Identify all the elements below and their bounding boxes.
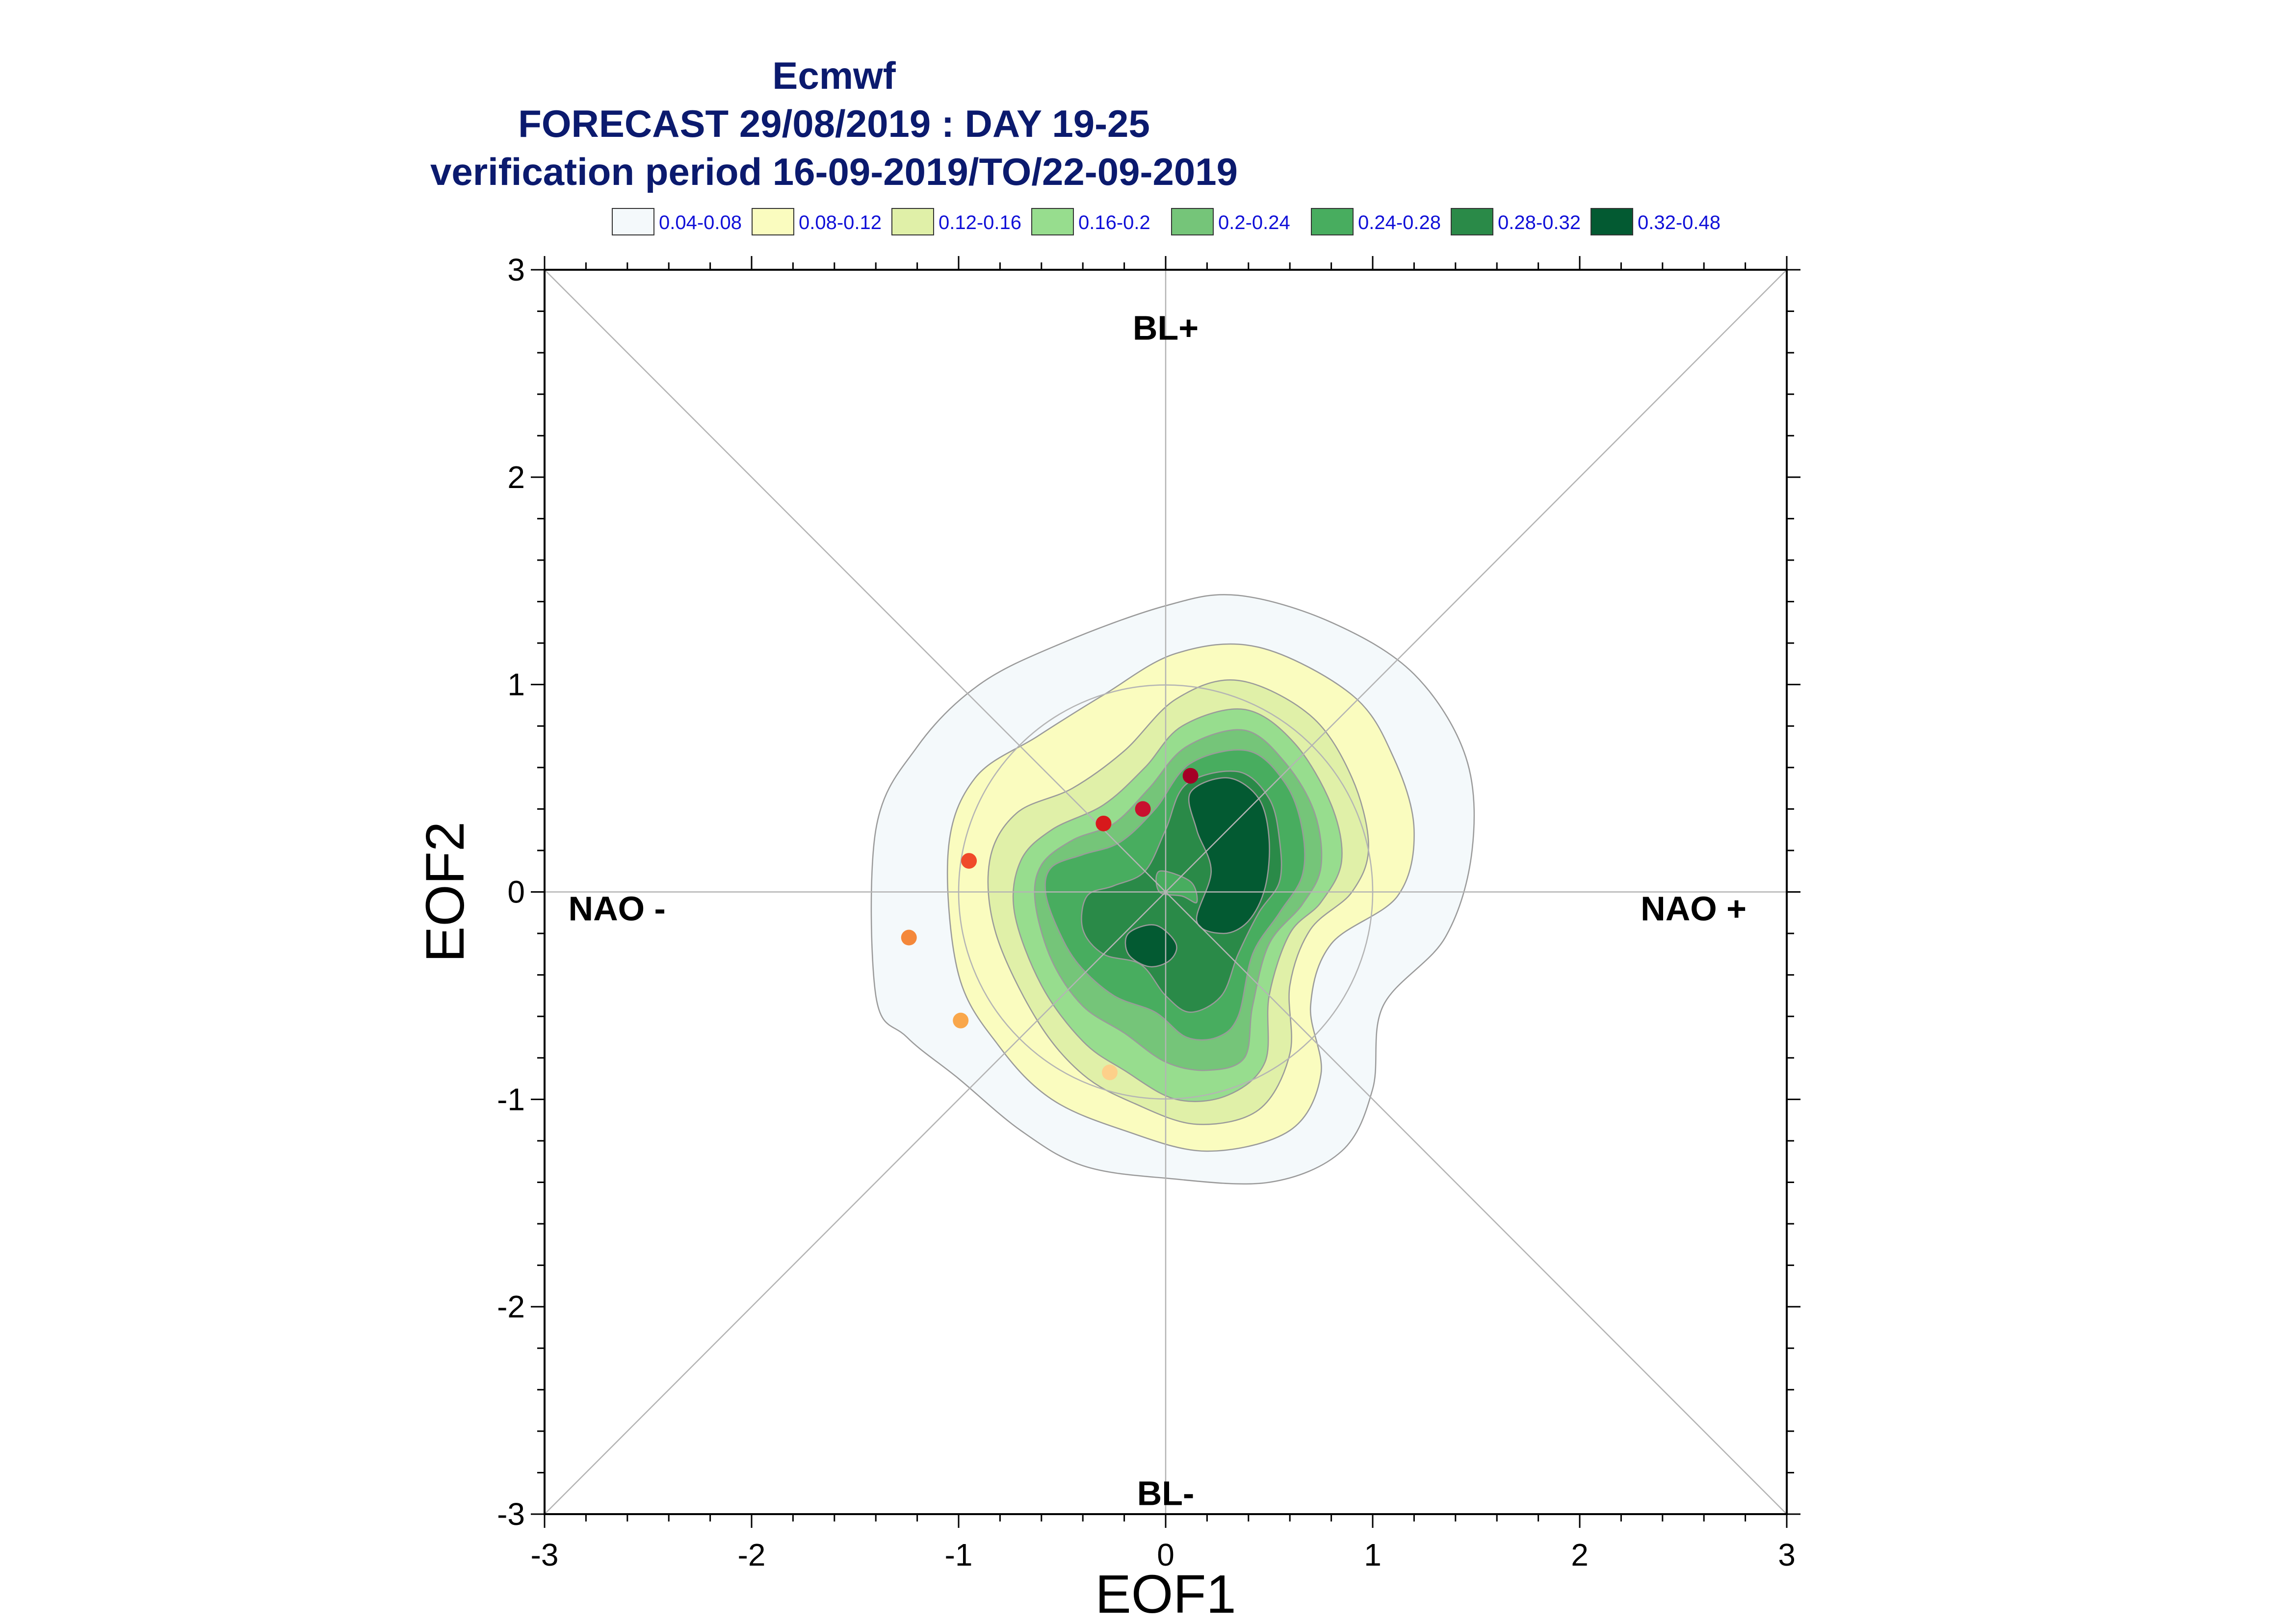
data-point xyxy=(961,853,977,869)
contour-level-7 xyxy=(1124,924,1177,968)
annotations: BL+ BL- NAO - NAO + xyxy=(569,309,1747,1512)
data-point xyxy=(901,929,917,946)
legend-label: 0.28-0.32 xyxy=(1498,212,1581,233)
regime-label: NAO + xyxy=(1641,889,1747,928)
scatter-points xyxy=(901,768,1199,1081)
unit-circle xyxy=(958,684,1374,1100)
legend-label: 0.08-0.12 xyxy=(799,212,882,233)
y-tick-label: 0 xyxy=(507,875,525,910)
y-tick-label: 2 xyxy=(507,460,525,495)
x-tick-label: -1 xyxy=(945,1537,973,1572)
axes: -3 -2 -1 0 1 2 3 -3 -2 -1 0 1 2 3 EOF1 EOF2 xyxy=(415,252,1800,1624)
title-line-3: verification period 16-09-2019/TO/22-09-… xyxy=(430,150,1238,193)
title-line-2: FORECAST 29/08/2019 : DAY 19-25 xyxy=(518,102,1150,145)
legend-swatch xyxy=(752,208,794,235)
y-tick-label: -1 xyxy=(497,1082,525,1117)
legend-swatch xyxy=(1031,208,1074,235)
title-line-1: Ecmwf xyxy=(772,54,896,97)
y-tick-label: -2 xyxy=(497,1289,525,1324)
legend: 0.04-0.08 0.08-0.12 0.12-0.16 0.16-0.2 0.2-0… xyxy=(612,208,1721,235)
legend-swatch xyxy=(1171,208,1214,235)
x-tick-label: 1 xyxy=(1364,1537,1382,1572)
legend-swatch xyxy=(612,208,654,235)
legend-swatch xyxy=(1451,208,1493,235)
legend-label: 0.16-0.2 xyxy=(1078,212,1150,233)
x-tick-label: 3 xyxy=(1778,1537,1796,1572)
contour-level-7 xyxy=(1188,777,1270,934)
x-tick-label: 0 xyxy=(1157,1537,1174,1572)
x-tick-label: -2 xyxy=(738,1537,766,1572)
legend-swatch xyxy=(891,208,934,235)
data-point xyxy=(1102,1064,1118,1081)
x-tick-label: -3 xyxy=(531,1537,559,1572)
data-point xyxy=(1182,768,1199,784)
y-tick-label: 3 xyxy=(507,252,525,287)
legend-label: 0.2-0.24 xyxy=(1218,212,1290,233)
legend-label: 0.04-0.08 xyxy=(659,212,742,233)
legend-label: 0.24-0.28 xyxy=(1358,212,1441,233)
data-point xyxy=(1095,815,1112,831)
legend-label: 0.32-0.48 xyxy=(1638,212,1721,233)
data-point xyxy=(1135,801,1151,817)
x-axis-title: EOF1 xyxy=(1095,1564,1236,1624)
regime-label: NAO - xyxy=(569,889,666,928)
regime-label: BL- xyxy=(1137,1474,1195,1513)
legend-label: 0.12-0.16 xyxy=(939,212,1021,233)
contour-level-8 xyxy=(1155,870,1198,903)
regime-label: BL+ xyxy=(1133,309,1199,347)
reference-lines xyxy=(544,269,1787,1515)
y-tick-label: -3 xyxy=(497,1496,525,1532)
x-tick-label: 2 xyxy=(1571,1537,1589,1572)
data-point xyxy=(953,1012,969,1029)
y-tick-label: 1 xyxy=(507,667,525,702)
legend-swatch xyxy=(1311,208,1354,235)
legend-swatch xyxy=(1591,208,1633,235)
y-axis-title: EOF2 xyxy=(415,822,475,962)
chart-title: Ecmwf FORECAST 29/08/2019 : DAY 19-25 ve… xyxy=(0,52,1668,196)
